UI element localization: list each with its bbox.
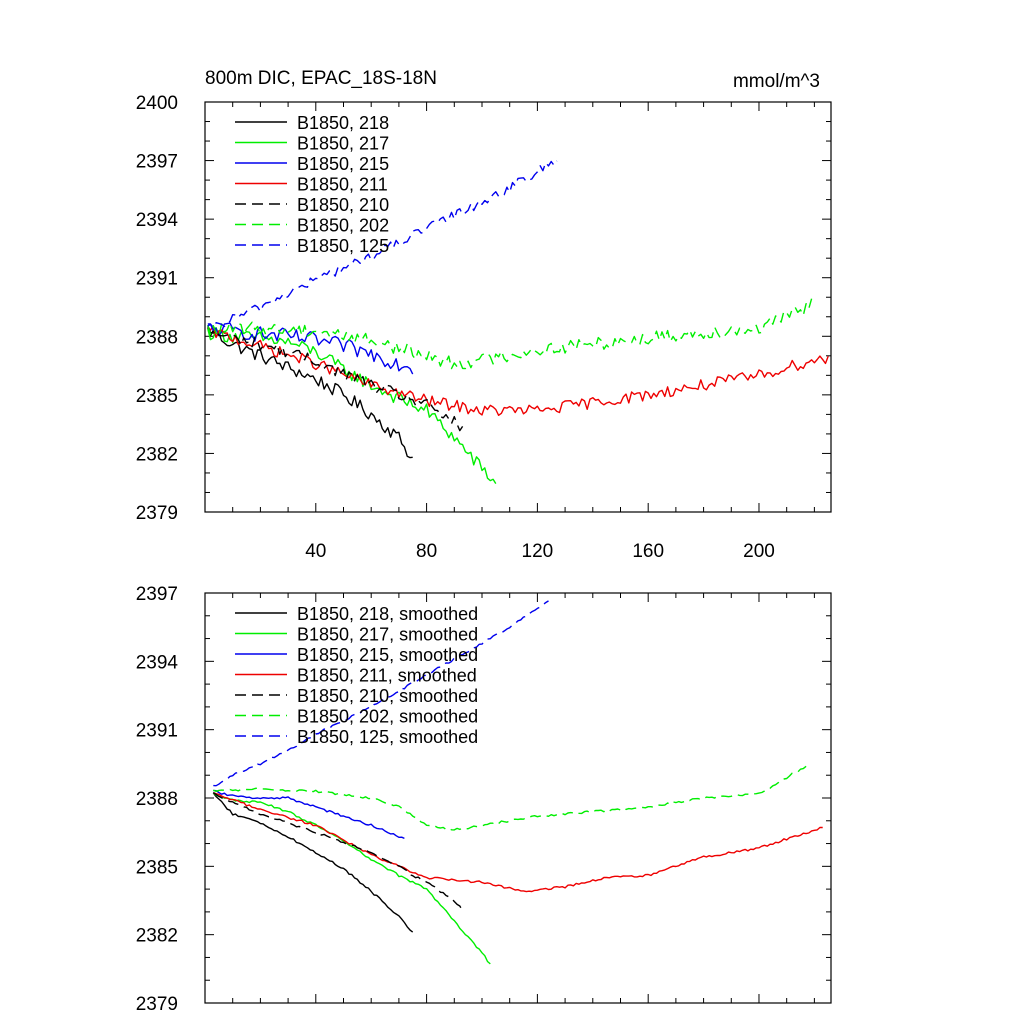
y-tick-label: 2385 [136,857,178,878]
legend-entry: B1850, 215, smoothed [297,645,478,665]
y-tick-label: 2397 [136,152,178,173]
x-tick-label: 40 [305,541,326,562]
series-line [212,792,464,911]
y-tick-label: 2400 [136,93,178,114]
series-line [213,600,549,787]
series-line [212,792,414,933]
x-tick-label: 120 [522,541,554,562]
y-tick-label: 2382 [136,926,178,947]
legend-entry: B1850, 217, smoothed [297,625,478,645]
series-line [207,327,413,459]
y-tick-label: 2391 [136,269,178,290]
legend-entry: B1850, 215 [297,154,389,174]
legend-entry: B1850, 218, smoothed [297,604,478,624]
y-tick-label: 2388 [136,327,178,348]
x-tick-label: 160 [632,541,664,562]
plot-frame [204,101,832,513]
y-tick-label: 2394 [136,210,179,231]
legend-entry: B1850, 202 [297,216,389,236]
series-line [213,792,823,893]
chart-units: mmol/m^3 [733,71,820,92]
series-line [213,765,807,831]
panel-top-chart: 800m DIC, EPAC_18S-18N mmol/m^3 40 80 120 1… [136,68,832,562]
x-tick-label: 200 [743,541,775,562]
legend-entry: B1850, 125 [297,236,389,256]
y-tick-label: 2391 [136,721,178,742]
legend-entry: B1850, 218 [297,113,389,133]
series-line [207,322,414,375]
legend-entry: B1850, 211, smoothed [297,666,477,686]
y-tick-label: 2385 [136,386,178,407]
legend-entry: B1850, 125, smoothed [297,727,478,747]
legend-entry: B1850, 217 [297,134,389,154]
y-tick-label: 2388 [136,789,178,810]
y-tick-label: 2379 [136,503,178,524]
y-tick-label: 2394 [136,652,179,673]
legend-entry: B1850, 211 [297,175,388,195]
legend-entry: B1850, 210, smoothed [297,686,478,706]
legend-entry: B1850, 202, smoothed [297,707,478,727]
series-line [207,160,558,331]
chart-title: 800m DIC, EPAC_18S-18N [205,68,437,89]
y-tick-label: 2379 [136,994,178,1015]
legend-entry: B1850, 210 [297,195,389,215]
series-line [207,298,813,370]
series-line [207,325,464,432]
series-line [213,789,405,840]
series-line [212,792,491,965]
y-tick-label: 2397 [136,584,178,605]
panel-bottom-chart: 2379 2382 2385 2388 2391 2394 2397 B1850, 218, … [136,584,832,1015]
x-tick-label: 80 [416,541,437,562]
y-tick-label: 2382 [136,444,178,465]
